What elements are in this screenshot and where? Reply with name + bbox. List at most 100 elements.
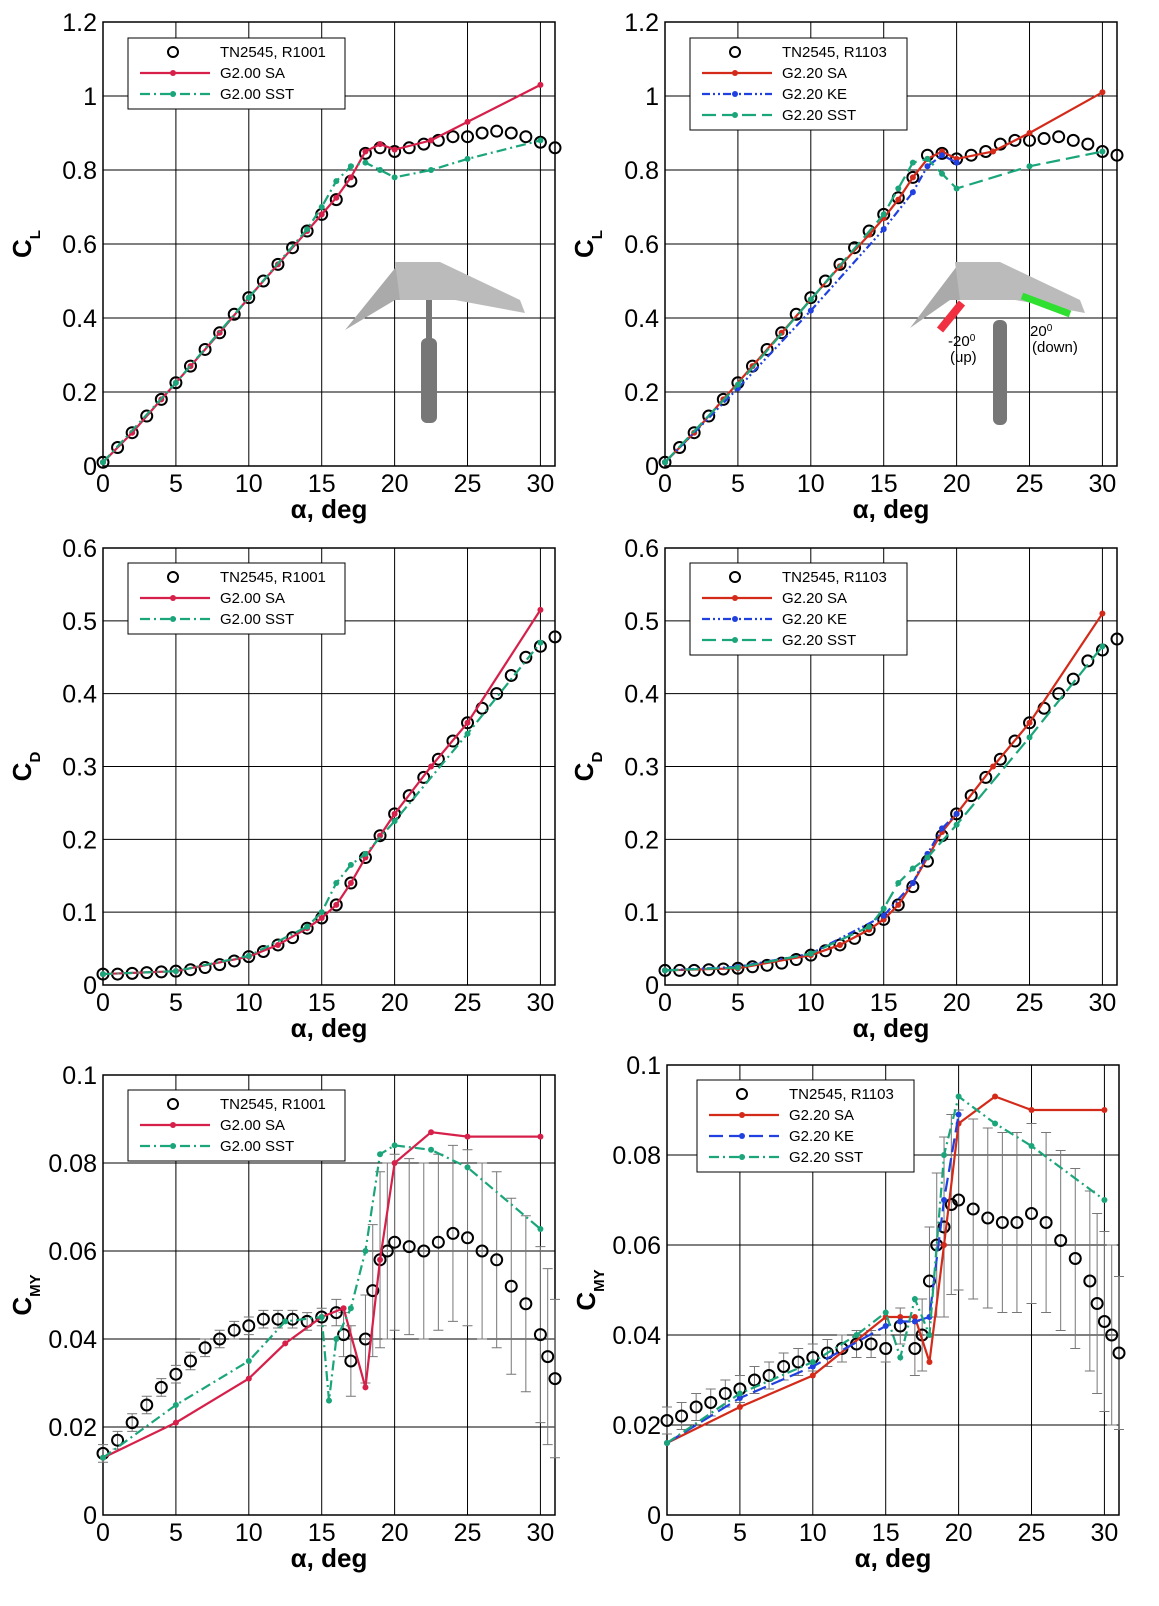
y-tick-label: 0	[645, 972, 659, 1000]
error-bar	[418, 1162, 429, 1340]
data-point	[475, 1244, 489, 1258]
data-point	[1112, 1346, 1126, 1360]
data-point	[464, 118, 471, 125]
chart: 0 5 10 15 20 25 30 0 0.02 0.04 0.06 0.08 0.1 α, deg CM…	[7, 1062, 562, 1573]
y-tick-label: 0	[83, 1502, 97, 1530]
x-tick-label: 10	[797, 989, 825, 1017]
x-tick-label: 0	[660, 1519, 674, 1547]
data-point	[140, 1398, 154, 1412]
y-tick-label: 0.1	[62, 1062, 97, 1090]
error-bar	[917, 1298, 928, 1372]
data-point	[300, 921, 314, 935]
data-point	[362, 148, 369, 155]
sting-body	[421, 338, 437, 423]
y-axis-label: CL	[7, 230, 44, 258]
data-point	[358, 146, 372, 160]
error-bar	[404, 1158, 415, 1336]
data-point	[377, 141, 384, 148]
y-tick-label: 0.4	[62, 305, 97, 333]
data-point	[533, 135, 547, 149]
data-point	[777, 1360, 791, 1373]
data-point	[882, 1309, 889, 1316]
legend-label: G2.20 KE	[789, 1128, 854, 1145]
x-tick-label: 0	[96, 470, 110, 498]
data-point	[1090, 1297, 1104, 1310]
y-axis-label-sub: D	[589, 752, 606, 763]
data-point	[848, 931, 862, 945]
data-point	[417, 1244, 431, 1258]
data-point	[662, 967, 668, 974]
legend-label: TN2545, R1001	[220, 569, 326, 586]
x-axis-label: α, deg	[853, 1013, 930, 1043]
legend-symbol	[732, 595, 738, 601]
data-point	[213, 326, 227, 340]
data-point	[1010, 1216, 1024, 1229]
data-point	[909, 174, 916, 181]
data-point	[880, 226, 887, 233]
data-point	[1097, 1315, 1111, 1328]
data-point	[377, 167, 384, 173]
data-point	[1099, 148, 1106, 155]
plot-frame	[102, 547, 556, 986]
data-point	[658, 455, 672, 469]
x-tick-label: 15	[872, 1519, 900, 1547]
data-point	[1110, 148, 1124, 162]
annotation-sup: 0	[970, 333, 976, 344]
legend-label: G2.00 SA	[220, 590, 285, 607]
data-point	[809, 1359, 816, 1365]
data-point	[417, 770, 431, 784]
data-point	[1039, 1216, 1053, 1229]
legend-label: TN2545, R1103	[782, 44, 887, 61]
data-point	[464, 730, 471, 737]
plot-frame	[102, 21, 556, 467]
data-point	[274, 941, 281, 948]
data-point	[895, 185, 902, 192]
data-point	[537, 137, 544, 144]
y-tick-label: 0.04	[612, 1322, 661, 1350]
data-point	[169, 1367, 183, 1381]
data-point	[271, 257, 285, 271]
series-line	[664, 612, 1104, 972]
error-bar	[691, 1393, 702, 1421]
data-point	[362, 159, 369, 166]
x-tick-label: 30	[527, 989, 555, 1017]
data-point	[880, 912, 887, 919]
data-point	[760, 342, 774, 356]
data-point	[533, 1328, 547, 1342]
x-tick-label: 20	[381, 470, 409, 498]
y-axis-label-sub: MY	[27, 1274, 44, 1297]
series-line	[102, 1144, 542, 1459]
data-point	[736, 1390, 743, 1397]
data-point	[96, 455, 110, 469]
x-tick-label: 25	[454, 989, 482, 1017]
data-point	[391, 818, 398, 825]
y-tick-label: 1	[645, 83, 659, 111]
data-point	[245, 1375, 252, 1382]
data-point	[347, 174, 354, 181]
annotation-angle: -20	[948, 333, 970, 350]
error-bar	[550, 1298, 560, 1459]
y-tick-label: 0.1	[62, 899, 97, 927]
wing-shape	[955, 262, 1085, 313]
y-tick-label: 0.4	[624, 681, 659, 709]
legend-label: G2.20 SA	[782, 590, 847, 607]
data-point	[125, 426, 139, 440]
data-point	[992, 1120, 999, 1127]
data-point	[689, 1400, 703, 1414]
data-point	[911, 1318, 918, 1325]
x-axis-label: α, deg	[291, 1543, 368, 1573]
y-tick-label: 0.02	[612, 1412, 661, 1440]
legend-symbol	[739, 1154, 745, 1160]
legend-symbol	[167, 571, 179, 583]
legend-label: G2.00 SST	[220, 611, 294, 628]
data-point	[1081, 654, 1095, 668]
data-point	[937, 1220, 951, 1234]
data-point	[172, 968, 179, 975]
error-bar	[836, 1334, 847, 1363]
x-tick-label: 5	[733, 1519, 747, 1547]
data-point	[111, 1433, 125, 1447]
plot-frame	[664, 547, 1118, 986]
legend-symbol	[170, 595, 176, 601]
x-tick-label: 5	[169, 1519, 183, 1547]
data-point	[1023, 716, 1037, 730]
